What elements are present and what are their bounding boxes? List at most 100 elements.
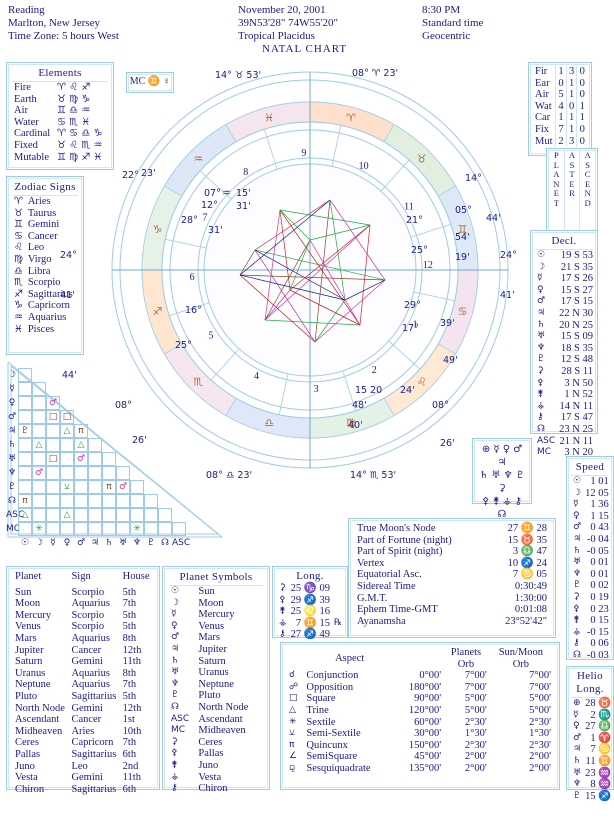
aspect-grid-cell[interactable] <box>46 438 60 452</box>
aspect-grid-cell[interactable] <box>60 438 74 452</box>
aspect-grid-cell[interactable] <box>32 410 46 424</box>
aspect-grid-cell[interactable] <box>158 522 172 536</box>
aspect-grid-cell[interactable] <box>116 494 130 508</box>
speed-glyph: ☉ <box>573 476 582 486</box>
aspect-grid-cell[interactable] <box>88 466 102 480</box>
aspect-grid-cell[interactable] <box>18 410 32 424</box>
aspect-grid-cell[interactable] <box>144 522 158 536</box>
aspect-grid-cell[interactable] <box>32 480 46 494</box>
aspect-grid-row-glyph: ☿ <box>9 384 15 394</box>
aspect-grid-cell[interactable] <box>130 508 144 522</box>
helio-value: 23 ♒ 54 <box>585 767 614 779</box>
aspect-grid-cell[interactable] <box>18 522 32 536</box>
aspect-grid-cell[interactable]: ♂ <box>46 396 60 410</box>
aspect-grid-cell[interactable] <box>18 368 32 382</box>
aspect-grid-cell[interactable] <box>32 382 46 396</box>
aspect-grid-cell[interactable]: ✳ <box>130 522 144 536</box>
aspect-grid-cell[interactable] <box>102 452 116 466</box>
aspect-grid-cell[interactable]: ♂ <box>32 466 46 480</box>
zodiac-row: ♎ Libra <box>12 266 78 278</box>
decl-row: ⚳ 28 S 11 <box>535 366 595 378</box>
aspect-grid-cell[interactable]: △ <box>60 424 74 438</box>
aspect-grid-cell[interactable] <box>46 508 60 522</box>
aspect-grid-cell[interactable] <box>88 480 102 494</box>
planet-symbol-row: ♄ Saturn <box>169 656 263 668</box>
aspect-grid-cell[interactable] <box>158 508 172 522</box>
aspect-grid-cell[interactable]: π <box>18 494 32 508</box>
aspect-grid-cell[interactable] <box>46 424 60 438</box>
aspect-grid-cell[interactable] <box>116 508 130 522</box>
helio-value: 2 ♏ 50 <box>590 709 614 721</box>
aspect-grid-cell[interactable]: △ <box>32 438 46 452</box>
aspect-grid-cell[interactable] <box>130 494 144 508</box>
decl-glyph: ☿ <box>537 273 543 284</box>
speed-glyph: ⚳ <box>573 591 580 602</box>
aspect-grid-cell[interactable] <box>18 452 32 466</box>
aspect-grid-cell[interactable] <box>74 480 88 494</box>
house-cusp-line <box>165 238 207 249</box>
aspect-grid-cell[interactable] <box>18 466 32 480</box>
aspect-grid-cell[interactable] <box>102 494 116 508</box>
aspect-grid-cell[interactable] <box>102 466 116 480</box>
aspect-grid-cell[interactable] <box>88 508 102 522</box>
aspect-grid-cell[interactable] <box>172 522 186 536</box>
aspect-grid-cell[interactable]: π <box>102 480 116 494</box>
speed-row: ⚶ -0 15 <box>571 627 611 639</box>
aspect-line <box>329 199 386 281</box>
aspect-grid-cell[interactable] <box>144 494 158 508</box>
aspect-grid-cell[interactable] <box>32 396 46 410</box>
aspect-grid-cell[interactable]: ✳ <box>32 522 46 536</box>
aspect-grid-cell[interactable] <box>18 438 32 452</box>
table-row: Venus Scorpio 5th <box>13 621 153 633</box>
aspect-grid-cell[interactable] <box>60 466 74 480</box>
aspect-grid-cell[interactable] <box>74 466 88 480</box>
aspect-grid-cell[interactable] <box>116 466 130 480</box>
aspect-grid-cell[interactable] <box>88 494 102 508</box>
aspect-grid-cell[interactable]: π <box>74 424 88 438</box>
aspect-grid-cell[interactable]: △ <box>74 438 88 452</box>
aspect-grid-cell[interactable] <box>46 522 60 536</box>
aspect-grid-cell[interactable]: △ <box>18 508 32 522</box>
aspect-grid-cell[interactable] <box>130 480 144 494</box>
aspect-grid-cell[interactable]: ♂ <box>74 452 88 466</box>
aspect-grid-cell[interactable] <box>32 494 46 508</box>
aspect-grid-cell[interactable]: □ <box>46 452 60 466</box>
aspect-grid-cell[interactable] <box>32 452 46 466</box>
aspect-grid-cell[interactable] <box>74 522 88 536</box>
aspect-grid-cell[interactable] <box>18 480 32 494</box>
planet-symbol-name: Ceres <box>198 736 223 748</box>
decl-row: ASC 21 N 11 <box>535 436 595 448</box>
aspect-grid-cell[interactable] <box>102 522 116 536</box>
aspect-grid-cell[interactable] <box>60 452 74 466</box>
planet-symbol-row: ☿ Mercury <box>169 609 263 621</box>
aspect-grid-cell[interactable] <box>32 424 46 438</box>
aspect-grid-cell[interactable]: ♂ <box>116 480 130 494</box>
aspect-grid-cell[interactable] <box>46 466 60 480</box>
aspect-grid-cell[interactable] <box>116 522 130 536</box>
aspect-grid-cell[interactable] <box>102 508 116 522</box>
aspect-grid-cell[interactable] <box>18 382 32 396</box>
aspect-grid-cell[interactable]: □ <box>60 410 74 424</box>
aspect-grid-cell[interactable] <box>88 452 102 466</box>
aspect-grid-cell[interactable] <box>60 522 74 536</box>
aspect-grid-cell[interactable]: ♇ <box>18 424 32 438</box>
aspect-grid-cell[interactable]: □ <box>46 410 60 424</box>
aspect-grid-cell[interactable] <box>46 480 60 494</box>
house-number: 7 <box>202 212 207 223</box>
aspect-grid-axis-glyph: ♀ <box>63 538 71 548</box>
aspect-grid-cell[interactable] <box>18 396 32 410</box>
aspect-grid-cell[interactable] <box>74 494 88 508</box>
planet-symbol-glyph: ☉ <box>171 586 180 596</box>
aspect-grid-cell[interactable] <box>60 494 74 508</box>
aspect-grid-cell[interactable] <box>46 494 60 508</box>
natal-chart-wheel[interactable]: ♈ ♉ ♊ ♋ ♌ ♍ ♎ ♏ ♐ ♑ ♒ ♓ 10 11 12 1 2 3 4 5 6 7 8 9 14° ♉ 53' 08… <box>60 60 517 481</box>
aspect-grid-cell[interactable]: △ <box>60 508 74 522</box>
aspect-grid-cell[interactable] <box>74 508 88 522</box>
aspect-grid-cell[interactable]: ⚺ <box>60 480 74 494</box>
aspect-grid-cell[interactable] <box>88 522 102 536</box>
aspect-grid-cell[interactable] <box>144 508 158 522</box>
aspect-grid-cell[interactable] <box>32 508 46 522</box>
element-signs: ♉ ♍ ♑ <box>57 93 91 105</box>
aspect-grid-cell[interactable] <box>88 438 102 452</box>
